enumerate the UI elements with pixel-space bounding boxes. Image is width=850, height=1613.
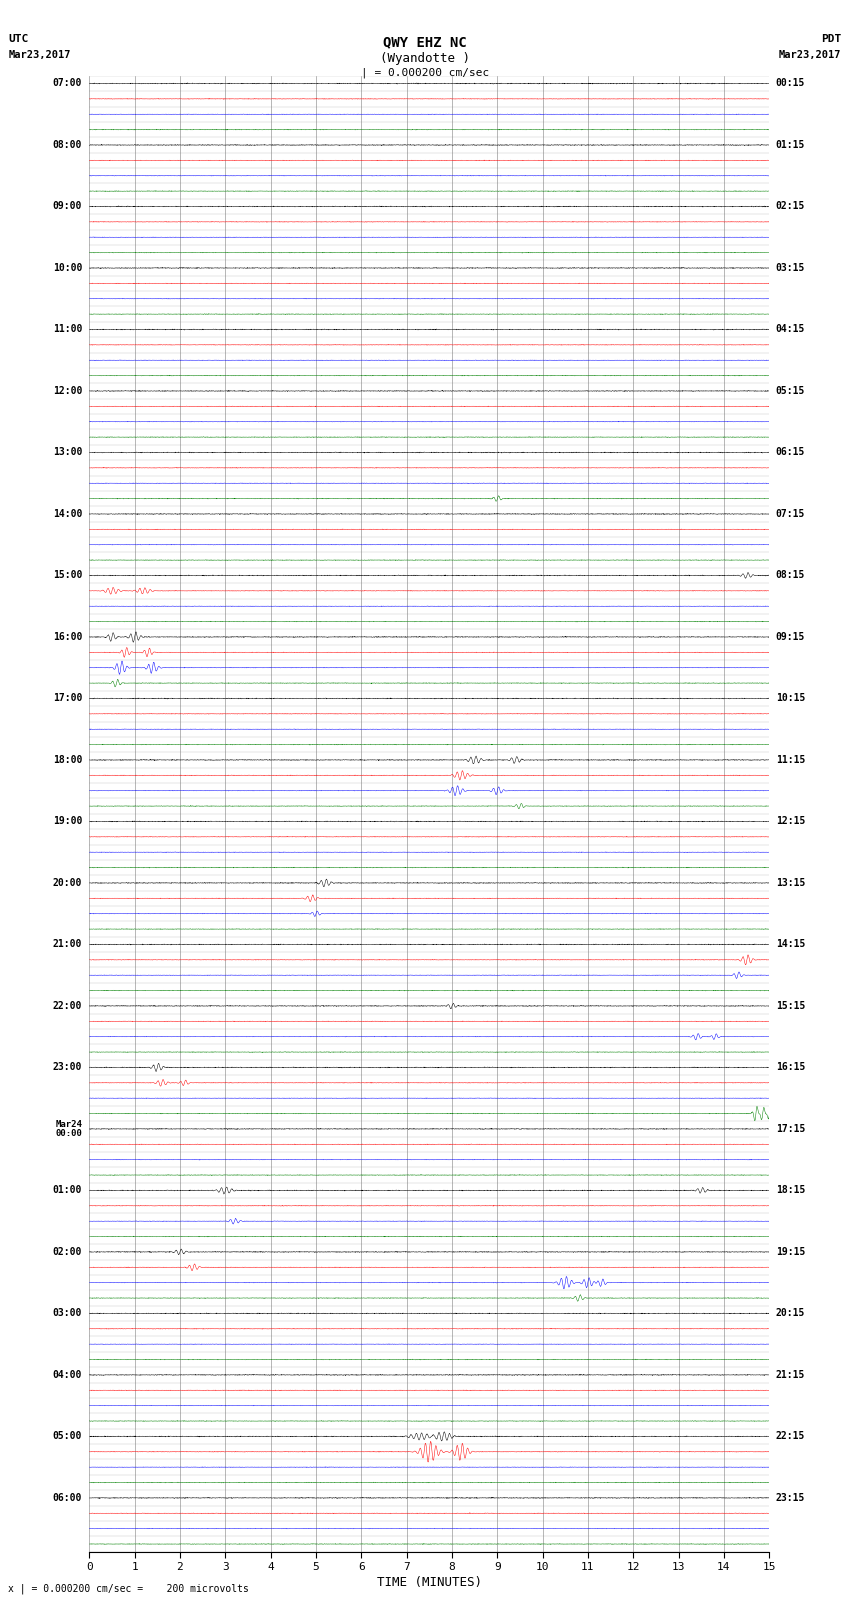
Text: 07:00: 07:00 [53,79,82,89]
Text: 10:00: 10:00 [53,263,82,273]
Text: 17:15: 17:15 [776,1124,805,1134]
Text: 23:15: 23:15 [776,1494,805,1503]
Text: 19:15: 19:15 [776,1247,805,1257]
Text: 11:15: 11:15 [776,755,805,765]
Text: x | = 0.000200 cm/sec =    200 microvolts: x | = 0.000200 cm/sec = 200 microvolts [8,1582,249,1594]
Text: 08:15: 08:15 [776,571,805,581]
Text: 06:15: 06:15 [776,447,805,458]
Text: 02:15: 02:15 [776,202,805,211]
Text: (Wyandotte ): (Wyandotte ) [380,52,470,65]
Text: UTC: UTC [8,34,29,44]
Text: 13:15: 13:15 [776,877,805,887]
Text: 15:15: 15:15 [776,1002,805,1011]
Text: 12:15: 12:15 [776,816,805,826]
Text: 16:15: 16:15 [776,1063,805,1073]
Text: 04:00: 04:00 [53,1369,82,1379]
Text: 19:00: 19:00 [53,816,82,826]
Text: 05:00: 05:00 [53,1431,82,1442]
Text: 22:15: 22:15 [776,1431,805,1442]
Text: 14:00: 14:00 [53,510,82,519]
Text: 20:00: 20:00 [53,877,82,887]
Text: 12:00: 12:00 [53,386,82,395]
Text: 18:00: 18:00 [53,755,82,765]
Text: 09:15: 09:15 [776,632,805,642]
Text: 02:00: 02:00 [53,1247,82,1257]
Text: 11:00: 11:00 [53,324,82,334]
Text: 00:00: 00:00 [55,1129,82,1139]
Text: 01:15: 01:15 [776,140,805,150]
Text: 00:15: 00:15 [776,79,805,89]
Text: Mar23,2017: Mar23,2017 [779,50,842,60]
Text: Mar23,2017: Mar23,2017 [8,50,71,60]
Text: | = 0.000200 cm/sec: | = 0.000200 cm/sec [361,68,489,79]
Text: 14:15: 14:15 [776,939,805,950]
Text: 03:15: 03:15 [776,263,805,273]
Text: Mar24: Mar24 [55,1119,82,1129]
Text: 23:00: 23:00 [53,1063,82,1073]
Text: 21:15: 21:15 [776,1369,805,1379]
Text: PDT: PDT [821,34,842,44]
Text: 15:00: 15:00 [53,571,82,581]
Text: 16:00: 16:00 [53,632,82,642]
Text: 21:00: 21:00 [53,939,82,950]
Text: 18:15: 18:15 [776,1186,805,1195]
Text: 08:00: 08:00 [53,140,82,150]
Text: 10:15: 10:15 [776,694,805,703]
X-axis label: TIME (MINUTES): TIME (MINUTES) [377,1576,482,1589]
Text: 01:00: 01:00 [53,1186,82,1195]
Text: 03:00: 03:00 [53,1308,82,1318]
Text: 07:15: 07:15 [776,510,805,519]
Text: 09:00: 09:00 [53,202,82,211]
Text: 13:00: 13:00 [53,447,82,458]
Text: 20:15: 20:15 [776,1308,805,1318]
Text: QWY EHZ NC: QWY EHZ NC [383,35,467,50]
Text: 05:15: 05:15 [776,386,805,395]
Text: 06:00: 06:00 [53,1494,82,1503]
Text: 17:00: 17:00 [53,694,82,703]
Text: 04:15: 04:15 [776,324,805,334]
Text: 22:00: 22:00 [53,1002,82,1011]
